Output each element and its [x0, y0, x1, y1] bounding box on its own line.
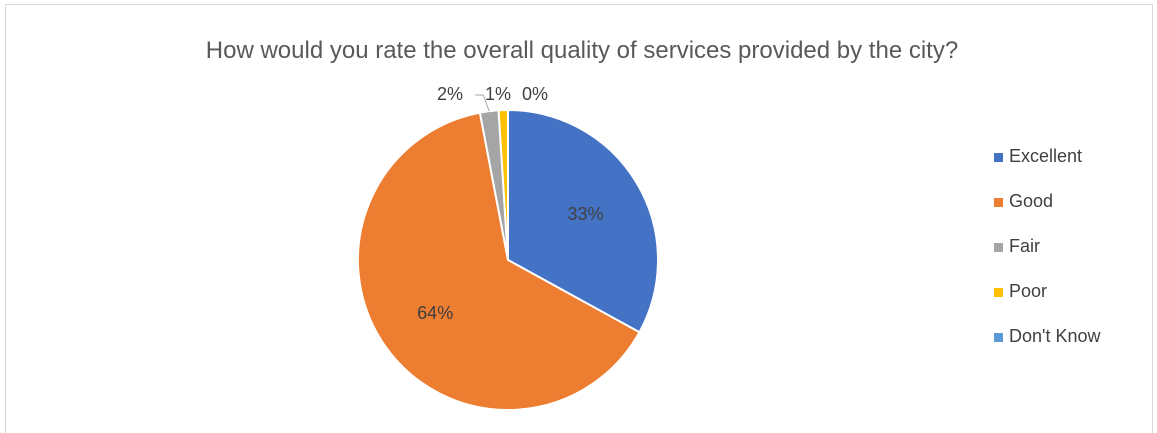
data-label-don-t-know: 0% — [522, 84, 548, 104]
chart-frame — [5, 4, 1153, 433]
data-labels: 33% 64% 2% 1% 0% — [417, 84, 603, 323]
legend-label-fair: Fair — [1009, 236, 1040, 256]
leader-line-fair — [475, 94, 490, 112]
data-label-excellent: 33% — [567, 204, 603, 224]
legend-swatch-fair — [994, 243, 1003, 252]
legend-item-good: Good — [994, 191, 1053, 211]
legend-label-good: Good — [1009, 191, 1053, 211]
legend: Excellent Good Fair Poor Don't Know — [994, 146, 1101, 346]
legend-label-poor: Poor — [1009, 281, 1047, 301]
legend-label-excellent: Excellent — [1009, 146, 1082, 166]
legend-item-don-t-know: Don't Know — [994, 326, 1101, 346]
legend-swatch-poor — [994, 288, 1003, 297]
chart-title: How would you rate the overall quality o… — [206, 37, 958, 64]
legend-swatch-excellent — [994, 153, 1003, 162]
data-label-fair: 2% — [437, 84, 463, 104]
data-label-poor: 1% — [485, 84, 511, 104]
slice-excellent — [507, 108, 659, 334]
legend-item-fair: Fair — [994, 236, 1040, 256]
legend-label-don-t-know: Don't Know — [1009, 326, 1101, 346]
slice-poor — [497, 108, 509, 261]
data-label-good: 64% — [417, 303, 453, 323]
legend-swatch-good — [994, 198, 1003, 207]
slice-good — [357, 111, 641, 411]
legend-item-excellent: Excellent — [994, 146, 1082, 166]
pie-slices — [357, 108, 659, 411]
legend-item-poor: Poor — [994, 281, 1047, 301]
legend-swatch-don-t-know — [994, 333, 1003, 342]
